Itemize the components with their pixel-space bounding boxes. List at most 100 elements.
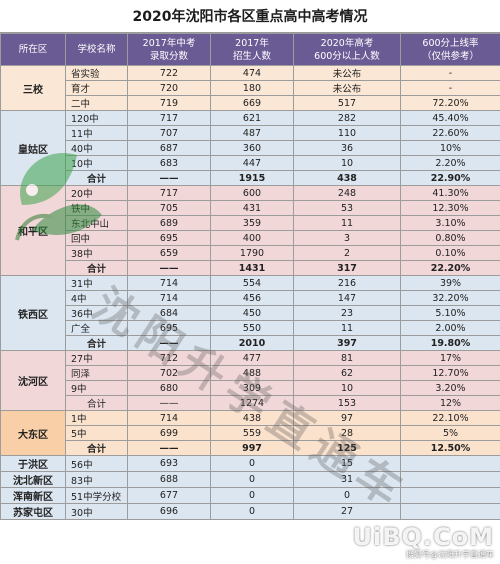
- school-name-cell: 10中: [65, 155, 128, 171]
- enrollment-cell: 450: [210, 305, 294, 321]
- score-cell: 714: [127, 275, 211, 291]
- table-row: 回中 695 400 3 0.80%: [1, 230, 500, 246]
- score-cell: ——: [127, 170, 211, 186]
- enrollment-cell: 0: [210, 503, 294, 520]
- score-cell: 717: [127, 185, 211, 201]
- rate-600-cell: 3.10%: [400, 215, 500, 231]
- rate-600-cell: 41.30%: [400, 185, 500, 201]
- school-name-cell: 5中: [65, 425, 128, 441]
- school-name-cell: 31中: [65, 275, 128, 291]
- score-cell: 689: [127, 215, 211, 231]
- school-name-cell: 合计: [65, 395, 128, 411]
- rate-600-cell: [400, 503, 500, 520]
- district-cell: 三校: [0, 65, 66, 111]
- school-name-cell: 广全: [65, 320, 128, 336]
- table-row: 36中 684 450 23 5.10%: [1, 305, 500, 321]
- score-cell: 696: [127, 503, 211, 520]
- enrollment-cell: 997: [210, 440, 294, 456]
- count-600-cell: 0: [293, 487, 401, 504]
- enrollment-cell: 621: [210, 110, 294, 126]
- rate-600-cell: 12.50%: [400, 440, 500, 456]
- count-600-cell: 147: [293, 290, 401, 306]
- table-title: 2020年沈阳市各区重点高中高考情况: [0, 0, 500, 33]
- enrollment-cell: 431: [210, 200, 294, 216]
- score-cell: 712: [127, 350, 211, 366]
- rate-600-cell: 39%: [400, 275, 500, 291]
- rate-600-cell: 22.90%: [400, 170, 500, 186]
- enrollment-cell: 550: [210, 320, 294, 336]
- table-row: 9中 680 309 10 3.20%: [1, 380, 500, 396]
- table-row: 皇姑区 120中 717 621 282 45.40%: [0, 110, 500, 186]
- count-600-cell: 11: [293, 320, 401, 336]
- table-row: 大东区 1中 714 438 97 22.10%: [0, 410, 500, 456]
- rate-600-cell: 12%: [400, 395, 500, 411]
- rate-600-cell: 0.10%: [400, 245, 500, 261]
- score-cell: ——: [127, 260, 211, 276]
- table-row: 二中 719 669 517 72.20%: [1, 95, 500, 111]
- enrollment-cell: 477: [210, 350, 294, 366]
- district-cell: 和平区: [0, 185, 66, 276]
- count-600-cell: 23: [293, 305, 401, 321]
- table-row-total: 合计 —— 2010 397 19.80%: [1, 335, 500, 351]
- rate-600-cell: 17%: [400, 350, 500, 366]
- score-cell: 707: [127, 125, 211, 141]
- score-cell: 719: [127, 95, 211, 111]
- school-name-cell: 40中: [65, 140, 128, 156]
- score-cell: 717: [127, 110, 211, 126]
- school-name-cell: 20中: [65, 185, 128, 201]
- table-row-total: 合计 —— 1274 153 12%: [1, 395, 500, 411]
- table-row-total: 合计 —— 997 125 12.50%: [1, 440, 500, 456]
- count-600-cell: 10: [293, 155, 401, 171]
- header-school: 学校名称: [65, 33, 128, 66]
- table-row: 三校 省实验 722 474 未公布 -: [0, 65, 500, 111]
- score-cell: 688: [127, 471, 211, 488]
- header-row: 所在区 学校名称 2017年中考 录取分数 2017年 招生人数 2020年高考 600分以上…: [0, 33, 500, 66]
- enrollment-cell: 487: [210, 125, 294, 141]
- rate-600-cell: [400, 471, 500, 488]
- enrollment-cell: 474: [210, 65, 294, 81]
- enrollment-cell: 360: [210, 140, 294, 156]
- rate-600-cell: -: [400, 80, 500, 96]
- district-cell: 沈河区: [0, 350, 66, 411]
- rate-600-cell: 0.80%: [400, 230, 500, 246]
- school-name-cell: 同泽: [65, 365, 128, 381]
- count-600-cell: 未公布: [293, 80, 401, 96]
- rate-600-cell: -: [400, 65, 500, 81]
- score-cell: 722: [127, 65, 211, 81]
- table-row-total: 合计 —— 1431 317 22.20%: [1, 260, 500, 276]
- score-cell: 687: [127, 140, 211, 156]
- school-name-cell: 4中: [65, 290, 128, 306]
- count-600-cell: 未公布: [293, 65, 401, 81]
- count-600-cell: 27: [293, 503, 401, 520]
- school-name-cell: 育才: [65, 80, 128, 96]
- school-name-cell: 合计: [65, 440, 128, 456]
- school-name-cell: 56中: [65, 455, 128, 472]
- table-row: 和平区 20中 717 600 248 41.30%: [0, 185, 500, 276]
- school-name-cell: 51中学分校: [65, 487, 128, 504]
- rate-600-cell: 5%: [400, 425, 500, 441]
- school-name-cell: 83中: [65, 471, 128, 488]
- enrollment-cell: 1915: [210, 170, 294, 186]
- score-cell: ——: [127, 395, 211, 411]
- score-cell: 659: [127, 245, 211, 261]
- count-600-cell: 153: [293, 395, 401, 411]
- school-name-cell: 38中: [65, 245, 128, 261]
- header-enroll-2017: 2017年 招生人数: [210, 33, 294, 66]
- enrollment-cell: 400: [210, 230, 294, 246]
- district-cell: 于洪区: [0, 455, 66, 472]
- table-row: 10中 683 447 10 2.20%: [1, 155, 500, 171]
- rate-600-cell: 2.00%: [400, 320, 500, 336]
- rate-600-cell: 45.40%: [400, 110, 500, 126]
- school-name-cell: 36中: [65, 305, 128, 321]
- rate-600-cell: 22.60%: [400, 125, 500, 141]
- enrollment-cell: 438: [210, 410, 294, 426]
- table-row: 于洪区 56中 693 0 15: [0, 455, 500, 472]
- enrollment-cell: 669: [210, 95, 294, 111]
- district-cell: 铁西区: [0, 275, 66, 351]
- enrollment-cell: 180: [210, 80, 294, 96]
- rate-600-cell: [400, 487, 500, 504]
- enrollment-cell: 559: [210, 425, 294, 441]
- table-row: 广全 695 550 11 2.00%: [1, 320, 500, 336]
- score-cell: 705: [127, 200, 211, 216]
- table-row: 铁中 705 431 53 12.30%: [1, 200, 500, 216]
